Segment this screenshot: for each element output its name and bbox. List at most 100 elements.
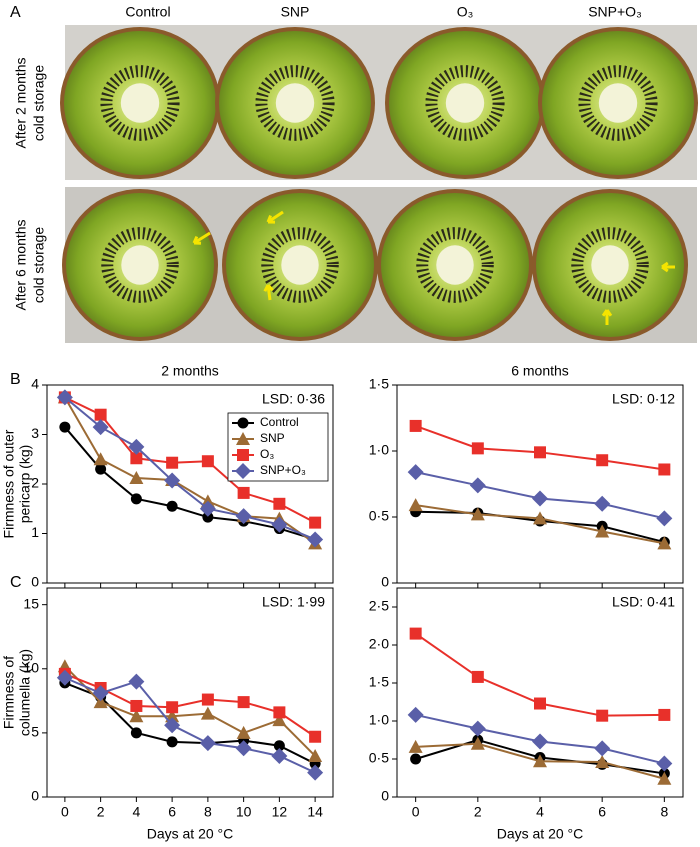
y-tick-label: 1·5 [369, 674, 389, 690]
marker [200, 706, 215, 720]
x-tick-label: 10 [236, 804, 252, 820]
marker [658, 708, 671, 721]
marker [272, 713, 287, 727]
marker [236, 725, 251, 739]
panel-label: C [10, 574, 22, 591]
marker [469, 477, 486, 494]
series-line [64, 665, 316, 757]
kiwi-core [591, 245, 629, 285]
marker [202, 511, 214, 523]
marker [130, 727, 142, 739]
panel-label: A [10, 4, 21, 21]
marker [594, 740, 611, 757]
marker [409, 627, 422, 640]
marker [201, 693, 214, 706]
marker [657, 771, 672, 785]
x-tick-label: 8 [660, 804, 668, 820]
y-tick-label: 15 [23, 595, 39, 611]
kiwi-seeds [261, 227, 339, 303]
y-tick-label: 0 [31, 574, 39, 590]
x-tick-label: 0 [412, 804, 420, 820]
arrow [267, 210, 284, 224]
marker [309, 516, 322, 529]
marker [533, 754, 547, 768]
marker [471, 442, 484, 455]
marker [534, 697, 546, 710]
marker [595, 524, 610, 538]
legend-label: O₃ [260, 447, 274, 461]
kiwi-photos [60, 27, 698, 341]
arrow-head [263, 283, 274, 292]
y-tick-label: 0 [31, 788, 39, 804]
marker [92, 419, 109, 436]
x-tick-label: 2 [474, 804, 482, 820]
marker [532, 733, 548, 750]
x-tick-label: 4 [132, 804, 140, 820]
x-axis-label: Days at 20 °C [497, 826, 584, 842]
y-tick-label: 0·5 [369, 508, 389, 524]
marker [128, 673, 145, 690]
annotation: LSD: 1·99 [262, 594, 325, 610]
marker [130, 452, 143, 465]
marker [166, 736, 178, 748]
y-tick-label: 2·5 [369, 598, 389, 614]
row-label: cold storage [31, 65, 47, 141]
kiwi-core [275, 83, 315, 123]
plot-frame [396, 384, 684, 584]
kiwi-core [598, 83, 638, 123]
arrow-head [192, 235, 202, 245]
y-tick-label: 1·5 [369, 376, 389, 392]
marker [165, 709, 180, 723]
arrow-head [661, 261, 669, 273]
marker [534, 446, 546, 459]
kiwi-seeds [101, 227, 179, 303]
marker [594, 495, 611, 512]
marker [657, 536, 672, 550]
marker [408, 739, 423, 753]
kiwi-core [445, 83, 485, 123]
marker [271, 516, 288, 533]
marker [130, 699, 143, 712]
kiwi-core [281, 245, 319, 285]
x-tick-label: 2 [97, 804, 105, 820]
marker [201, 455, 214, 468]
y-tick-label: 5 [31, 724, 39, 740]
x-tick-label: 14 [307, 804, 323, 820]
marker [59, 421, 71, 433]
legend-label: Control [260, 415, 299, 429]
marker [237, 696, 250, 709]
marker [656, 510, 673, 527]
y-tick-label: 0·5 [369, 750, 389, 766]
annotation: LSD: 0·12 [612, 391, 675, 407]
column-header: SNP+O₃ [588, 4, 642, 20]
marker [199, 500, 216, 517]
marker [273, 706, 286, 719]
y-tick-label: 1 [31, 524, 39, 540]
kiwi-core [121, 245, 159, 285]
marker [271, 747, 288, 764]
marker [92, 685, 109, 702]
row-label: After 6 months [13, 219, 29, 310]
arrow-head [266, 214, 276, 224]
marker [237, 486, 250, 499]
marker [56, 389, 73, 406]
x-tick-label: 8 [204, 804, 212, 820]
marker [237, 449, 249, 461]
marker [308, 748, 323, 762]
y-tick-label: 2·0 [369, 636, 389, 652]
marker [235, 740, 252, 757]
marker [95, 463, 107, 475]
marker [533, 511, 547, 525]
marker [307, 764, 324, 781]
annotation: LSD: 0·41 [612, 594, 675, 610]
kiwi-core [120, 83, 160, 123]
marker [408, 498, 423, 512]
marker [164, 472, 181, 489]
y-axis-label: pericarp (kg) [17, 445, 33, 524]
y-axis-label: Firmness of outer [1, 429, 17, 538]
marker [236, 432, 250, 445]
y-axis-label: columella (kg) [17, 649, 33, 736]
marker [596, 709, 609, 722]
y-tick-label: 0 [381, 788, 389, 804]
x-tick-label: 6 [598, 804, 606, 820]
